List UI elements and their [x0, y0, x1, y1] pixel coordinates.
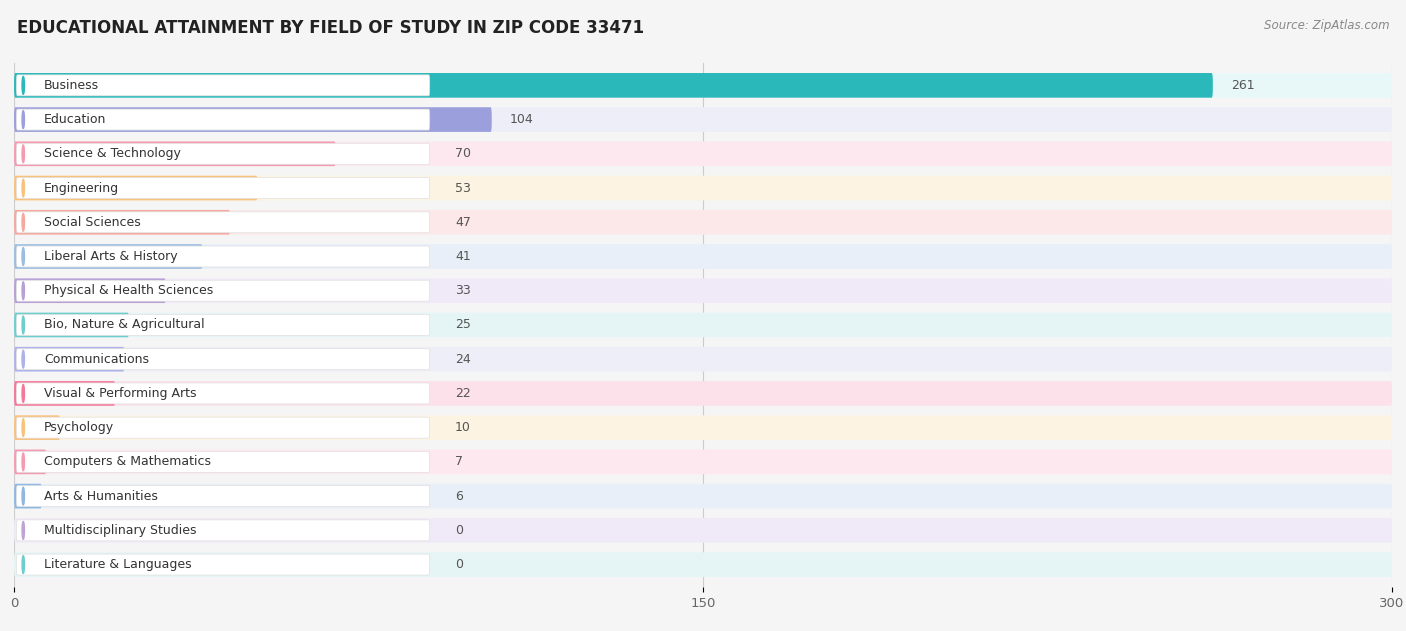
FancyBboxPatch shape — [14, 73, 1392, 98]
FancyBboxPatch shape — [14, 312, 1392, 338]
Text: Psychology: Psychology — [44, 421, 114, 434]
FancyBboxPatch shape — [14, 449, 1392, 475]
FancyBboxPatch shape — [14, 210, 1392, 235]
Circle shape — [22, 213, 24, 231]
FancyBboxPatch shape — [14, 484, 1392, 509]
FancyBboxPatch shape — [14, 175, 257, 201]
Text: Social Sciences: Social Sciences — [44, 216, 141, 229]
FancyBboxPatch shape — [17, 349, 430, 370]
FancyBboxPatch shape — [17, 280, 430, 301]
Text: Literature & Languages: Literature & Languages — [44, 558, 191, 571]
Text: Communications: Communications — [44, 353, 149, 366]
Text: 0: 0 — [456, 524, 463, 537]
FancyBboxPatch shape — [14, 175, 1392, 201]
Circle shape — [22, 556, 24, 574]
Text: 70: 70 — [456, 147, 471, 160]
Text: 53: 53 — [456, 182, 471, 194]
Text: Education: Education — [44, 113, 107, 126]
FancyBboxPatch shape — [14, 278, 166, 303]
Text: 7: 7 — [456, 456, 463, 468]
FancyBboxPatch shape — [14, 73, 1213, 98]
FancyBboxPatch shape — [14, 141, 1392, 166]
FancyBboxPatch shape — [17, 246, 430, 267]
FancyBboxPatch shape — [17, 417, 430, 438]
FancyBboxPatch shape — [14, 347, 1392, 372]
FancyBboxPatch shape — [14, 141, 336, 166]
Circle shape — [22, 282, 24, 300]
FancyBboxPatch shape — [17, 75, 430, 96]
FancyBboxPatch shape — [17, 177, 430, 199]
Text: Visual & Performing Arts: Visual & Performing Arts — [44, 387, 197, 400]
FancyBboxPatch shape — [17, 143, 430, 164]
Text: Physical & Health Sciences: Physical & Health Sciences — [44, 284, 214, 297]
Text: Liberal Arts & History: Liberal Arts & History — [44, 250, 177, 263]
FancyBboxPatch shape — [14, 552, 1392, 577]
Text: 104: 104 — [510, 113, 534, 126]
Circle shape — [22, 487, 24, 505]
FancyBboxPatch shape — [17, 383, 430, 404]
Text: 25: 25 — [456, 319, 471, 331]
Text: Arts & Humanities: Arts & Humanities — [44, 490, 157, 503]
Text: 33: 33 — [456, 284, 471, 297]
Text: 22: 22 — [456, 387, 471, 400]
Circle shape — [22, 110, 24, 129]
Circle shape — [22, 247, 24, 266]
FancyBboxPatch shape — [17, 109, 430, 130]
Text: Business: Business — [44, 79, 98, 92]
Text: 6: 6 — [456, 490, 463, 503]
FancyBboxPatch shape — [14, 244, 202, 269]
FancyBboxPatch shape — [14, 312, 129, 338]
FancyBboxPatch shape — [14, 244, 1392, 269]
FancyBboxPatch shape — [14, 381, 1392, 406]
FancyBboxPatch shape — [17, 212, 430, 233]
FancyBboxPatch shape — [14, 381, 115, 406]
Circle shape — [22, 521, 24, 540]
FancyBboxPatch shape — [14, 278, 1392, 303]
Text: 47: 47 — [456, 216, 471, 229]
FancyBboxPatch shape — [17, 486, 430, 507]
Circle shape — [22, 179, 24, 197]
Circle shape — [22, 145, 24, 163]
Circle shape — [22, 350, 24, 368]
Text: 0: 0 — [456, 558, 463, 571]
Text: Engineering: Engineering — [44, 182, 120, 194]
FancyBboxPatch shape — [14, 449, 46, 475]
FancyBboxPatch shape — [17, 314, 430, 336]
Circle shape — [22, 316, 24, 334]
Circle shape — [22, 419, 24, 437]
FancyBboxPatch shape — [17, 554, 430, 575]
Text: 10: 10 — [456, 421, 471, 434]
FancyBboxPatch shape — [14, 347, 124, 372]
FancyBboxPatch shape — [17, 520, 430, 541]
Text: Computers & Mathematics: Computers & Mathematics — [44, 456, 211, 468]
Text: EDUCATIONAL ATTAINMENT BY FIELD OF STUDY IN ZIP CODE 33471: EDUCATIONAL ATTAINMENT BY FIELD OF STUDY… — [17, 19, 644, 37]
FancyBboxPatch shape — [14, 107, 1392, 132]
Text: 24: 24 — [456, 353, 471, 366]
FancyBboxPatch shape — [14, 210, 231, 235]
Text: 261: 261 — [1232, 79, 1254, 92]
Circle shape — [22, 384, 24, 403]
FancyBboxPatch shape — [14, 107, 492, 132]
Text: 41: 41 — [456, 250, 471, 263]
FancyBboxPatch shape — [14, 518, 1392, 543]
FancyBboxPatch shape — [14, 415, 1392, 440]
Text: Source: ZipAtlas.com: Source: ZipAtlas.com — [1264, 19, 1389, 32]
FancyBboxPatch shape — [14, 484, 42, 509]
Text: Multidisciplinary Studies: Multidisciplinary Studies — [44, 524, 197, 537]
Circle shape — [22, 453, 24, 471]
Circle shape — [22, 76, 24, 94]
FancyBboxPatch shape — [17, 451, 430, 473]
Text: Science & Technology: Science & Technology — [44, 147, 181, 160]
Text: Bio, Nature & Agricultural: Bio, Nature & Agricultural — [44, 319, 204, 331]
FancyBboxPatch shape — [14, 415, 60, 440]
